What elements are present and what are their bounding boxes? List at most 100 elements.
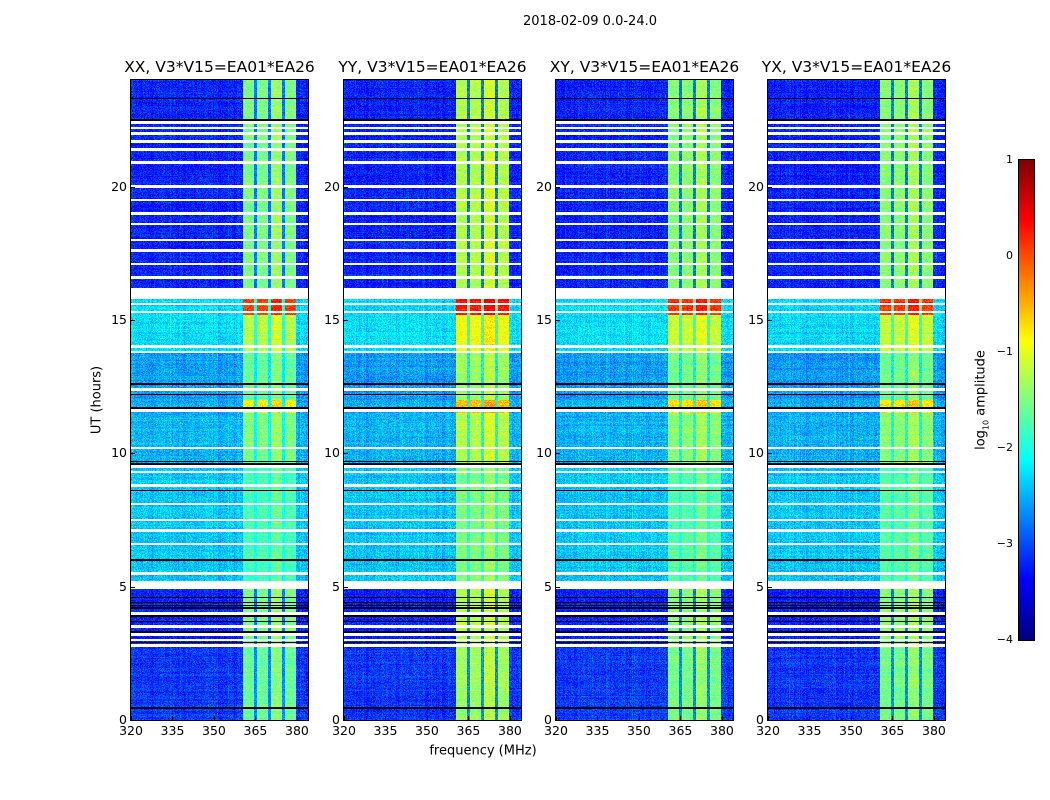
y-tick-mark (768, 453, 772, 455)
y-axis-label: UT (hours) (89, 365, 105, 435)
colorbar (1018, 159, 1035, 641)
x-tick-label: 380 (285, 723, 309, 738)
x-tick-label: 335 (160, 723, 185, 738)
x-tick-label: 350 (839, 723, 863, 738)
heatmap-panel-xx (130, 79, 309, 721)
y-tick-mark (344, 320, 348, 321)
colorbar-tick-label: −3 (996, 537, 1013, 550)
panel-title: YY, V3*V15=EA01*EA26 (338, 58, 527, 76)
y-tick-label: 5 (332, 578, 340, 594)
y-tick-label: 0 (119, 712, 127, 727)
colorbar-label: log10 amplitude (974, 350, 991, 450)
y-tick-mark (556, 320, 560, 321)
x-tick-label: 320 (119, 723, 143, 738)
y-tick-mark (556, 586, 560, 588)
y-tick-mark (768, 186, 772, 188)
colorbar-tick-label: 1 (1006, 153, 1013, 166)
colorbar-tick-label: −1 (996, 345, 1013, 358)
x-tick-mark (509, 716, 511, 720)
y-tick-label: 0 (544, 712, 552, 727)
figure-title: 2018-02-09 0.0-24.0 (523, 14, 657, 29)
x-tick-mark (131, 716, 132, 720)
y-tick-label: 10 (536, 445, 552, 461)
x-tick-label: 335 (585, 723, 610, 738)
panel-title: XY, V3*V15=EA01*EA26 (549, 58, 740, 76)
x-tick-label: 365 (880, 723, 905, 738)
x-tick-label: 350 (415, 723, 439, 738)
x-tick-label: 320 (756, 723, 780, 738)
y-tick-label: 10 (324, 445, 340, 461)
x-tick-mark (556, 716, 557, 720)
heatmap-image (556, 80, 733, 720)
y-tick-mark (344, 453, 348, 455)
heatmap-panel-yx (767, 79, 946, 721)
y-tick-mark (344, 186, 348, 188)
y-tick-mark (768, 720, 772, 721)
x-tick-label: 335 (373, 723, 398, 738)
y-tick-mark (344, 586, 348, 588)
x-tick-mark (296, 716, 298, 720)
x-tick-mark (213, 716, 215, 720)
x-tick-mark (638, 716, 640, 720)
y-tick-mark (131, 586, 135, 588)
x-tick-label: 320 (332, 723, 356, 738)
x-tick-label: 350 (627, 723, 651, 738)
y-tick-label: 10 (111, 445, 127, 461)
y-tick-mark (131, 720, 135, 721)
y-tick-mark (768, 320, 772, 321)
y-tick-mark (131, 320, 135, 321)
y-tick-mark (556, 186, 560, 188)
x-tick-label: 350 (202, 723, 226, 738)
colorbar-tick-label: −2 (996, 441, 1013, 454)
y-tick-label: 15 (748, 312, 764, 327)
x-tick-label: 365 (668, 723, 693, 738)
y-tick-label: 20 (111, 178, 127, 194)
colorbar-tick-label: 0 (1006, 249, 1013, 262)
x-tick-label: 335 (797, 723, 822, 738)
panel-title: XX, V3*V15=EA01*EA26 (124, 58, 315, 76)
x-tick-mark (933, 716, 935, 720)
panel-title: YX, V3*V15=EA01*EA26 (761, 58, 952, 76)
x-tick-label: 365 (243, 723, 268, 738)
x-tick-label: 380 (710, 723, 734, 738)
heatmap-image (768, 80, 945, 720)
x-tick-mark (344, 716, 345, 720)
y-tick-label: 5 (544, 578, 552, 594)
x-tick-mark (172, 716, 174, 720)
x-tick-mark (255, 716, 257, 720)
y-tick-mark (344, 720, 348, 721)
heatmap-panel-xy (555, 79, 734, 721)
y-tick-mark (556, 453, 560, 455)
x-tick-mark (385, 716, 387, 720)
y-tick-label: 5 (119, 578, 127, 594)
x-tick-mark (768, 716, 769, 720)
y-tick-label: 5 (756, 578, 764, 594)
y-tick-mark (131, 186, 135, 188)
x-tick-label: 320 (544, 723, 568, 738)
colorbar-tick-label: −4 (996, 633, 1013, 646)
colorbar-gradient (1019, 160, 1034, 640)
y-tick-mark (768, 586, 772, 588)
x-tick-mark (721, 716, 723, 720)
y-tick-mark (556, 720, 560, 721)
y-tick-label: 0 (756, 712, 764, 727)
y-tick-label: 15 (536, 312, 552, 327)
x-axis-label: frequency (MHz) (429, 743, 537, 759)
y-tick-label: 15 (324, 312, 340, 327)
colorbar-label-rest: amplitude (973, 350, 989, 420)
colorbar-label-sub: 10 (981, 419, 991, 431)
x-tick-label: 365 (456, 723, 481, 738)
y-tick-label: 20 (536, 178, 552, 194)
y-tick-label: 0 (332, 712, 340, 727)
x-tick-mark (809, 716, 811, 720)
x-tick-mark (597, 716, 599, 720)
x-tick-label: 380 (922, 723, 946, 738)
heatmap-panel-yy (343, 79, 522, 721)
y-tick-label: 15 (111, 312, 127, 327)
y-tick-label: 20 (324, 178, 340, 194)
x-tick-mark (892, 716, 894, 720)
y-tick-mark (131, 453, 135, 455)
x-tick-mark (426, 716, 428, 720)
x-tick-mark (850, 716, 852, 720)
